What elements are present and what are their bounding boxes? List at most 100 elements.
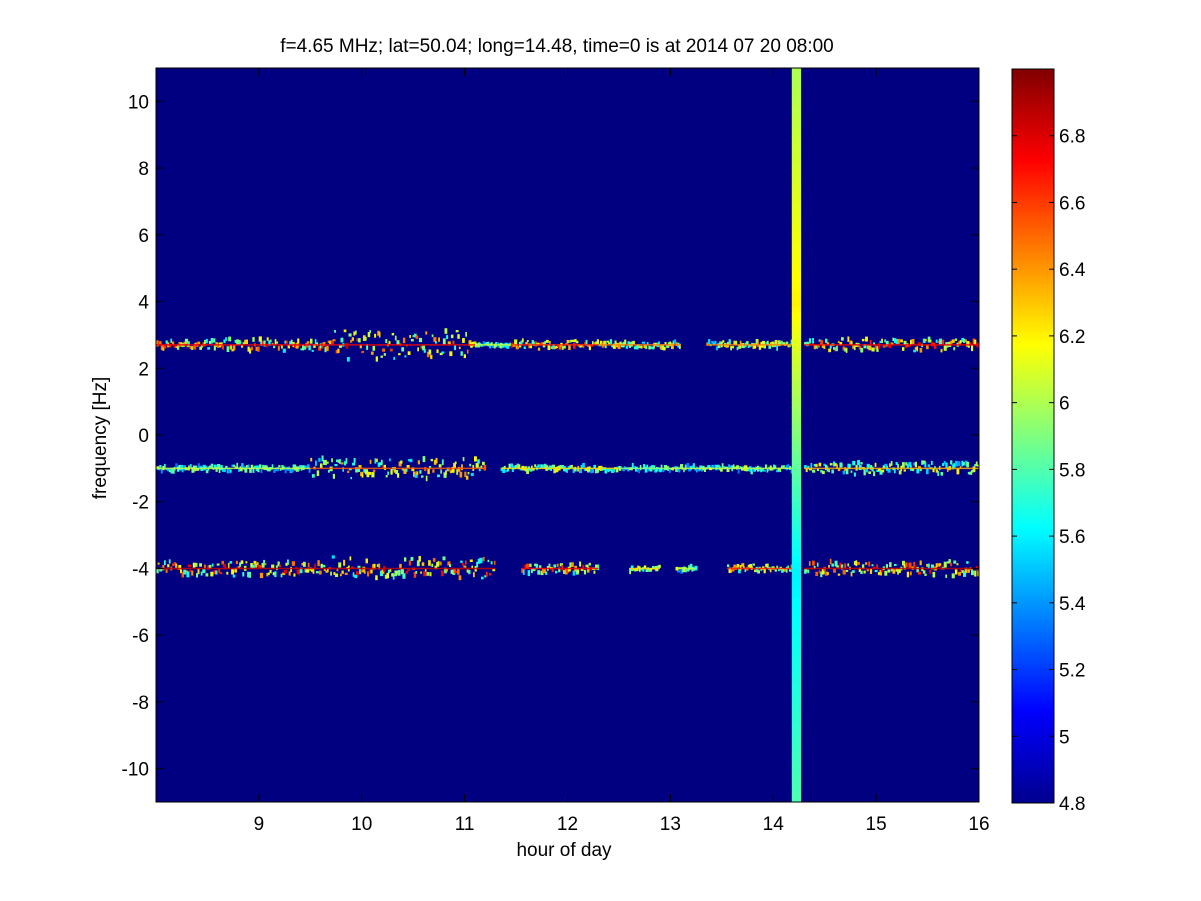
stripe-cell	[791, 704, 802, 715]
band-pixel	[902, 462, 905, 468]
band-pixel	[294, 464, 297, 471]
band-pixel	[815, 344, 818, 349]
band-pixel	[233, 464, 236, 467]
band-pixel	[418, 337, 423, 343]
band-pixel	[396, 570, 399, 575]
stripe-cell	[791, 485, 802, 492]
band-pixel	[887, 345, 890, 348]
band-pixel	[611, 344, 614, 348]
band-pixel	[428, 560, 431, 566]
band-pixel	[669, 341, 672, 347]
band-pixel	[828, 469, 830, 473]
stripe-cell	[791, 792, 802, 802]
stripe-cell	[791, 379, 802, 386]
stripe-cell	[791, 368, 802, 375]
band-pixel	[430, 458, 433, 462]
band-pixel	[857, 460, 860, 465]
band-pixel	[267, 572, 270, 576]
band-pixel	[942, 463, 945, 466]
band-pixel	[337, 459, 341, 463]
band-pixel	[659, 467, 662, 473]
band-pixel	[208, 564, 212, 569]
band-0-segment-0	[156, 336, 333, 354]
stripe-cell	[791, 518, 802, 525]
band-pixel	[175, 346, 178, 349]
band-pixel	[261, 562, 265, 568]
band-pixel	[401, 347, 405, 352]
band-pixel	[825, 464, 828, 470]
band-pixel	[766, 563, 769, 569]
band-pixel	[632, 340, 635, 345]
band-pixel	[821, 343, 825, 348]
band-pixel	[287, 559, 289, 565]
vertical-stripe	[791, 68, 802, 802]
band-pixel	[823, 463, 826, 467]
stripe-cell	[791, 656, 802, 667]
band-pixel	[271, 464, 274, 469]
band-pixel	[853, 561, 857, 566]
band-pixel	[360, 471, 363, 477]
band-pixel	[804, 342, 807, 345]
band-pixel	[380, 459, 383, 465]
band-pixel	[974, 339, 977, 345]
band-pixel	[398, 461, 402, 467]
band-pixel	[977, 464, 979, 467]
band-pixel	[675, 342, 678, 346]
stripe-cell	[791, 233, 802, 244]
stripe-cell	[791, 743, 802, 754]
band-pixel	[291, 561, 295, 566]
band-pixel	[350, 339, 353, 343]
band-pixel	[271, 342, 274, 346]
stripe-cell	[791, 184, 802, 196]
band-pixel	[545, 571, 548, 575]
band-pixel	[580, 568, 584, 571]
stripe-cell	[791, 607, 802, 618]
stripe-cell	[791, 724, 802, 735]
band-pixel	[913, 561, 915, 568]
band-pixel	[552, 344, 556, 350]
band-pixel	[215, 467, 218, 472]
band-pixel	[341, 570, 344, 574]
band-pixel	[383, 353, 386, 356]
band-pixel	[411, 467, 415, 472]
stripe-cell	[791, 106, 802, 118]
band-pixel	[197, 463, 200, 468]
band-pixel	[226, 467, 230, 474]
band-pixel	[548, 563, 551, 568]
band-pixel	[238, 467, 240, 472]
stripe-cell	[791, 136, 802, 147]
band-pixel	[966, 561, 969, 564]
band-pixel	[750, 468, 753, 475]
band-pixel	[879, 470, 883, 475]
band-pixel	[424, 569, 427, 572]
band-pixel	[322, 564, 326, 568]
band-pixel	[681, 464, 684, 470]
stripe-cell	[791, 243, 802, 254]
band-pixel	[643, 464, 646, 470]
stripe-cell	[791, 401, 802, 408]
band-pixel	[610, 469, 614, 473]
band-pixel	[418, 556, 421, 562]
band-pixel	[382, 348, 386, 352]
band-pixel	[749, 344, 752, 347]
band-pixel	[319, 570, 322, 575]
stripe-cell	[791, 440, 802, 447]
band-pixel	[629, 568, 632, 575]
stripe-cell	[791, 68, 802, 79]
band-pixel	[922, 460, 926, 464]
band-pixel	[940, 349, 943, 353]
band-pixel	[680, 464, 683, 469]
band-pixel	[447, 341, 451, 345]
band-pixel	[728, 464, 730, 470]
band-pixel	[186, 571, 190, 578]
band-pixel	[972, 466, 976, 473]
band-pixel	[894, 338, 897, 344]
band-pixel	[879, 340, 883, 344]
band-pixel	[847, 336, 850, 342]
band-pixel	[220, 465, 223, 471]
band-pixel	[388, 569, 390, 574]
band-pixel	[733, 564, 736, 570]
band-pixel	[674, 339, 677, 345]
band-2-segment-1	[320, 555, 496, 581]
band-pixel	[654, 468, 657, 473]
